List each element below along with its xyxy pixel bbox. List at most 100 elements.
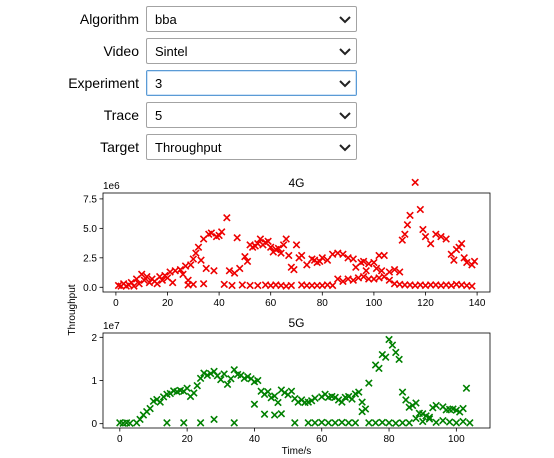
chevron-down-icon — [339, 80, 351, 88]
data-point — [349, 255, 358, 263]
data-point — [189, 280, 198, 289]
data-point — [292, 241, 301, 249]
data-point — [323, 256, 332, 264]
data-point — [122, 282, 130, 290]
y-tick-label: 7.5 — [83, 194, 97, 205]
data-point — [168, 278, 177, 287]
data-point — [297, 251, 306, 260]
data-point — [470, 257, 479, 266]
data-point — [210, 415, 218, 424]
data-point — [421, 232, 430, 241]
data-point — [217, 375, 225, 384]
data-point — [194, 243, 203, 251]
data-point — [274, 244, 283, 253]
data-point — [348, 395, 356, 403]
data-point — [223, 380, 232, 389]
data-point — [380, 251, 388, 260]
data-point — [233, 234, 241, 242]
y-tick-label: 5.0 — [83, 224, 97, 235]
x-tick-label: 140 — [469, 298, 486, 309]
target-select[interactable]: Throughput — [146, 134, 357, 160]
data-point — [339, 277, 347, 286]
data-point — [416, 205, 425, 214]
data-point — [377, 267, 386, 275]
data-point — [378, 418, 387, 427]
data-point — [317, 418, 326, 427]
data-point — [304, 419, 313, 427]
data-point — [385, 335, 393, 344]
x-tick-label: 40 — [214, 298, 226, 309]
y-axis-label: Throughput — [67, 284, 78, 335]
data-point — [270, 411, 279, 419]
algorithm-select[interactable]: bba — [146, 6, 357, 32]
data-point — [334, 275, 342, 283]
data-point — [217, 228, 226, 236]
data-point — [462, 384, 471, 393]
data-point — [344, 419, 353, 427]
data-point — [280, 388, 289, 397]
trace-select[interactable]: 5 — [146, 102, 357, 128]
data-point — [146, 404, 154, 413]
trace-label: Trace — [103, 107, 139, 123]
series-4g — [114, 178, 479, 290]
data-point — [365, 419, 373, 427]
data-point — [176, 265, 185, 274]
data-point — [137, 270, 146, 279]
y-offset-label: 1e6 — [103, 181, 120, 192]
data-point — [439, 416, 447, 425]
data-point — [370, 258, 378, 267]
target-value: Throughput — [155, 140, 222, 155]
data-point — [459, 404, 467, 413]
data-point — [270, 392, 279, 400]
data-point — [459, 417, 467, 426]
experiment-select[interactable]: 3 — [146, 70, 357, 96]
data-point — [179, 270, 187, 279]
data-point — [225, 267, 234, 275]
data-point — [206, 369, 215, 378]
data-point — [254, 376, 262, 385]
x-tick-label: 20 — [162, 298, 174, 309]
data-point — [358, 398, 366, 406]
data-point — [362, 267, 370, 275]
data-point — [287, 281, 296, 290]
data-point — [246, 281, 254, 290]
data-point — [351, 419, 360, 427]
chart-4g: 4G 1e6 0 20 40 60 80 100 120 140 0.0 2.5 5.0 7.5 — [83, 176, 491, 309]
y-tick-label: 1 — [91, 376, 97, 387]
data-point — [452, 419, 461, 427]
data-point — [442, 235, 450, 243]
y-tick-label: 0 — [91, 419, 97, 430]
data-point — [395, 355, 403, 364]
data-point — [445, 418, 454, 426]
data-point — [385, 419, 393, 427]
experiment-label: Experiment — [68, 75, 139, 91]
data-point — [450, 256, 458, 264]
data-point — [398, 236, 407, 244]
data-point — [412, 414, 420, 423]
data-point — [238, 281, 247, 289]
trace-value: 5 — [155, 108, 163, 123]
data-point — [402, 396, 410, 404]
data-point — [189, 255, 198, 263]
data-point — [429, 403, 437, 412]
y-offset-label: 1e7 — [103, 321, 120, 332]
chevron-down-icon — [339, 112, 351, 120]
data-point — [426, 239, 435, 248]
data-point — [463, 258, 471, 267]
y-tick-label: 2 — [91, 333, 97, 344]
data-point — [230, 419, 239, 427]
chevron-down-icon — [339, 144, 351, 152]
data-point — [303, 261, 311, 269]
data-point — [290, 265, 298, 274]
video-select[interactable]: Sintel — [146, 38, 357, 64]
data-point — [210, 267, 218, 275]
data-point — [318, 254, 327, 262]
data-point — [291, 419, 299, 427]
data-point — [385, 276, 394, 284]
data-point — [324, 419, 333, 427]
data-point — [199, 279, 208, 288]
data-point — [338, 398, 346, 406]
data-point — [390, 265, 399, 274]
data-point — [359, 257, 368, 266]
